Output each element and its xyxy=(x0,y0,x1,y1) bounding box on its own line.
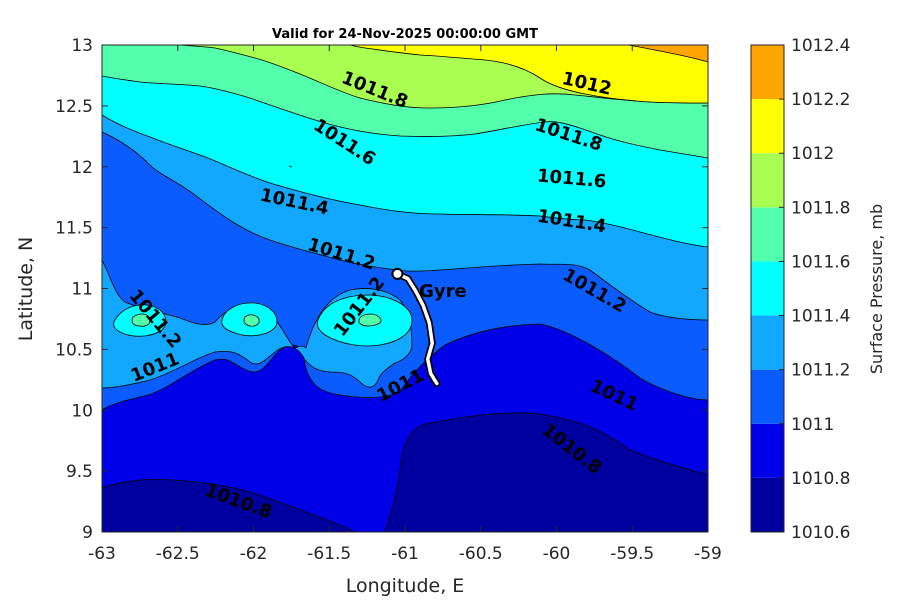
colorbar-tick-label: 1010.6 xyxy=(791,523,850,543)
colorbar-segment xyxy=(751,45,784,100)
x-axis-label: Longitude, E xyxy=(346,575,465,597)
colorbar-tick-label: 1011.8 xyxy=(791,198,850,218)
colorbar-segment xyxy=(751,477,784,532)
island-1011-6-mid xyxy=(243,314,260,327)
x-tick-label: -62 xyxy=(240,544,268,564)
colorbar-label: Surface Pressure, mb xyxy=(867,204,886,374)
colorbar-tick-label: 1011.4 xyxy=(791,307,850,327)
chart-title: Valid for 24-Nov-2025 00:00:00 GMT xyxy=(272,27,538,42)
x-tick-label: -63 xyxy=(88,544,116,564)
x-tick-label: -61.5 xyxy=(307,544,351,564)
colorbar-segment xyxy=(751,153,784,208)
colorbar-tick-label: 1011.2 xyxy=(791,361,850,381)
y-tick-label: 10.5 xyxy=(55,340,93,360)
colorbar: 1010.6 1010.8 1011 1011.2 1011.4 1011.6 1011.8… xyxy=(750,36,850,543)
y-tick-label: 13 xyxy=(71,36,93,56)
island-1011-6-east xyxy=(358,313,382,327)
y-axis-label: Latitude, N xyxy=(15,237,37,342)
y-tick-label: 12.5 xyxy=(55,97,93,117)
storm-track-layer xyxy=(391,267,441,387)
contour-fill-layers xyxy=(102,45,708,532)
colorbar-frame xyxy=(750,44,785,533)
y-tick-label: 11.5 xyxy=(55,219,93,239)
x-tick-label: -61 xyxy=(391,544,419,564)
colorbar-tick-label: 1012.4 xyxy=(791,36,850,56)
x-tick-label: -60 xyxy=(543,544,571,564)
colorbar-tick-label: 1011 xyxy=(791,415,834,435)
storm-track-line xyxy=(395,272,439,386)
y-axis-ticks: 9 9.5 10 10.5 11 11.5 12 12.5 13 xyxy=(55,36,708,543)
y-tick-label: 10 xyxy=(71,401,93,421)
x-tick-label: -59 xyxy=(694,544,722,564)
y-tick-label: 11 xyxy=(71,280,93,300)
x-axis-ticks: -63 -62.5 -62 -61.5 -61 -60.5 -60 -59.5 -59 xyxy=(88,45,722,564)
colorbar-segment xyxy=(751,207,784,262)
island-1011-6-west xyxy=(131,313,151,327)
y-tick-label: 9 xyxy=(82,523,93,543)
colorbar-segment xyxy=(751,423,784,478)
colorbar-segment xyxy=(751,315,784,370)
storm-track-start xyxy=(391,267,404,280)
colorbar-tick-label: 1012.2 xyxy=(791,90,850,110)
gyre-annotation: Gyre xyxy=(419,281,467,302)
colorbar-tick-label: 1011.6 xyxy=(791,252,850,272)
level-1012-2-fill xyxy=(627,45,708,63)
colorbar-segment xyxy=(751,99,784,154)
y-tick-label: 9.5 xyxy=(66,462,93,482)
level-1012-fill xyxy=(349,45,708,104)
x-tick-label: -59.5 xyxy=(610,544,654,564)
colorbar-segment xyxy=(751,261,784,316)
tiny-contour-mark xyxy=(288,165,293,168)
x-tick-label: -62.5 xyxy=(156,544,200,564)
colorbar-segment xyxy=(751,369,784,424)
colorbar-tick-label: 1010.8 xyxy=(791,469,850,489)
colorbar-tick-label: 1012 xyxy=(791,144,834,164)
y-tick-label: 12 xyxy=(71,158,93,178)
x-tick-label: -60.5 xyxy=(459,544,503,564)
